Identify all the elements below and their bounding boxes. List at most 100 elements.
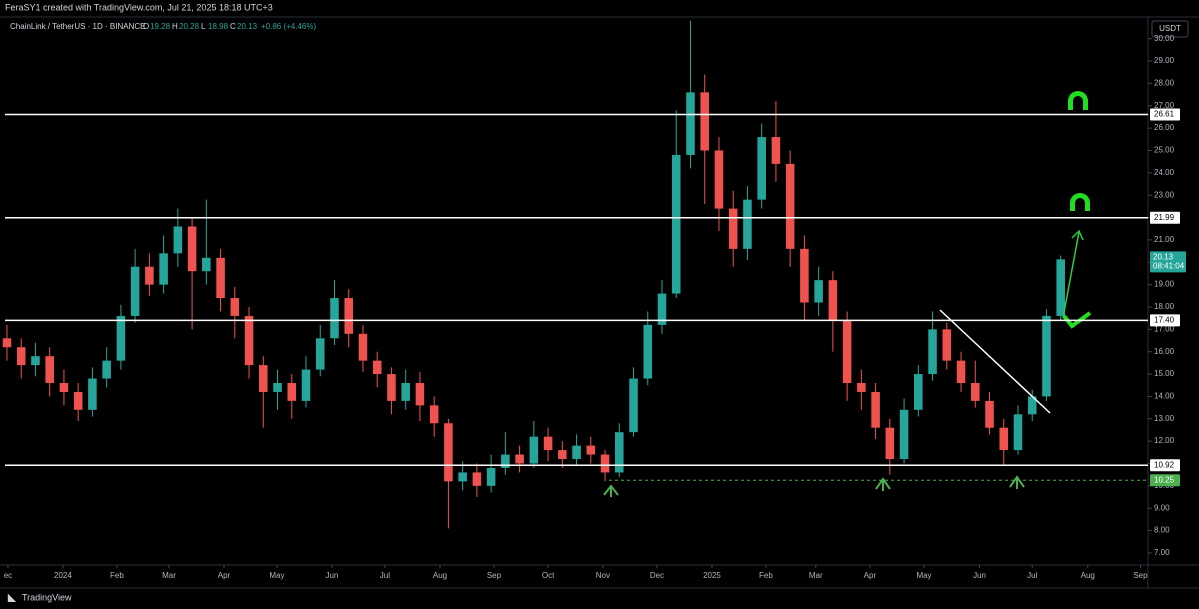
candle-body bbox=[615, 432, 624, 473]
candle-body bbox=[942, 329, 952, 361]
y-tick-label: 25.00 bbox=[1154, 146, 1175, 155]
candle-body bbox=[315, 338, 325, 370]
candle-body bbox=[899, 409, 909, 460]
x-tick-label: Mar bbox=[809, 571, 823, 580]
x-tick-label: Feb bbox=[759, 571, 773, 580]
x-tick-label: Oct bbox=[542, 571, 555, 580]
candle-body bbox=[600, 454, 610, 473]
candle-body bbox=[429, 405, 439, 424]
ohlc-key: L bbox=[201, 22, 206, 31]
currency-box[interactable] bbox=[1151, 20, 1189, 38]
attribution: FeraSY1 created with TradingView.com, Ju… bbox=[5, 2, 273, 12]
trendline bbox=[939, 309, 1051, 414]
candle-body bbox=[45, 356, 54, 384]
ohlc-key: O bbox=[143, 22, 149, 31]
candle-body bbox=[486, 467, 496, 486]
candle-body bbox=[1056, 259, 1065, 316]
candle-body bbox=[928, 329, 937, 375]
x-tick-label: Apr bbox=[864, 571, 877, 580]
ohlc-value: 20.28 bbox=[179, 22, 200, 31]
candle-body bbox=[785, 163, 795, 249]
y-tick-label: 19.00 bbox=[1154, 280, 1175, 289]
candle-body bbox=[259, 365, 268, 392]
projection-arrow bbox=[1062, 231, 1080, 319]
candle-body bbox=[73, 391, 83, 410]
x-tick-label: May bbox=[269, 571, 284, 580]
y-tick-label: 30.00 bbox=[1154, 34, 1175, 43]
y-tick-label: 9.00 bbox=[1154, 503, 1170, 512]
candle-body bbox=[1013, 414, 1023, 451]
candle-body bbox=[501, 454, 510, 468]
currency[interactable]: USDT bbox=[1159, 24, 1181, 33]
support-label: 10.25 bbox=[1154, 475, 1175, 484]
level-label: 21.99 bbox=[1154, 213, 1175, 222]
candle-body bbox=[885, 427, 895, 460]
level-label: 17.40 bbox=[1154, 316, 1175, 325]
candle-body bbox=[999, 427, 1009, 451]
candle-body bbox=[572, 445, 581, 460]
candle-body bbox=[629, 378, 638, 433]
x-tick-label: Sep bbox=[1133, 571, 1148, 580]
candle-body bbox=[971, 383, 980, 401]
x-tick-label: Aug bbox=[1081, 571, 1095, 580]
x-tick-label: Dec bbox=[650, 571, 664, 580]
candle-body bbox=[287, 383, 297, 401]
candle-body bbox=[88, 378, 97, 410]
candle-body bbox=[344, 298, 354, 334]
countdown: 08:41:04 bbox=[1153, 261, 1185, 270]
candle-body bbox=[202, 257, 211, 272]
y-tick-label: 28.00 bbox=[1154, 79, 1175, 88]
candle-body bbox=[686, 92, 695, 155]
candle-body bbox=[1042, 315, 1051, 397]
candle-body bbox=[372, 360, 382, 375]
candle-body bbox=[586, 445, 596, 455]
candle-body bbox=[558, 450, 567, 460]
y-tick-label: 24.00 bbox=[1154, 168, 1175, 177]
ohlc-value: 19.28 bbox=[150, 22, 171, 31]
candle-body bbox=[187, 226, 197, 272]
candle-body bbox=[857, 383, 866, 392]
y-tick-label: 29.00 bbox=[1154, 56, 1175, 65]
candle-body bbox=[159, 253, 168, 285]
x-tick-label: ec bbox=[4, 571, 12, 580]
y-tick-label: 16.00 bbox=[1154, 347, 1175, 356]
x-tick-label: Aug bbox=[433, 571, 447, 580]
support-label-box bbox=[1150, 474, 1180, 487]
magnet-icon bbox=[1070, 193, 1090, 211]
x-tick-label: Jul bbox=[1027, 571, 1037, 580]
last-price: 20.13 bbox=[1153, 252, 1174, 261]
x-tick-label: May bbox=[916, 571, 931, 580]
level-label: 10.92 bbox=[1154, 460, 1175, 469]
candle-body bbox=[814, 280, 823, 303]
y-tick-label: 18.00 bbox=[1154, 302, 1175, 311]
candle-body bbox=[31, 356, 40, 366]
candle-body bbox=[757, 137, 766, 200]
candle-body bbox=[59, 383, 69, 392]
candle-body bbox=[743, 199, 752, 249]
candle-body bbox=[643, 324, 653, 379]
ohlc-legend: O 19.28 H 20.28 L 18.98 C 20.13 +0.86 (+4.46%) bbox=[143, 22, 316, 31]
y-tick-label: 17.00 bbox=[1154, 324, 1175, 333]
y-tick-label: 13.00 bbox=[1154, 414, 1175, 423]
y-tick-label: 23.00 bbox=[1154, 190, 1175, 199]
check-mark bbox=[1062, 311, 1092, 329]
candle-body bbox=[130, 266, 140, 316]
x-tick-label: Apr bbox=[218, 571, 231, 580]
footer-brand[interactable]: TradingView bbox=[22, 592, 72, 602]
level-label-box bbox=[1150, 459, 1180, 472]
y-tick-label: 7.00 bbox=[1154, 548, 1170, 557]
candle-body bbox=[985, 400, 994, 428]
y-tick-label: 14.00 bbox=[1154, 392, 1175, 401]
level-label-box bbox=[1150, 108, 1180, 121]
candle-body bbox=[828, 280, 838, 321]
y-tick-label: 27.00 bbox=[1154, 101, 1175, 110]
candle-body bbox=[230, 298, 240, 316]
projection-arrow bbox=[1071, 229, 1084, 241]
candle-body bbox=[387, 374, 396, 401]
x-tick-label: Sep bbox=[487, 571, 502, 580]
ohlc-key: C bbox=[230, 22, 236, 31]
candle-body bbox=[301, 369, 311, 401]
